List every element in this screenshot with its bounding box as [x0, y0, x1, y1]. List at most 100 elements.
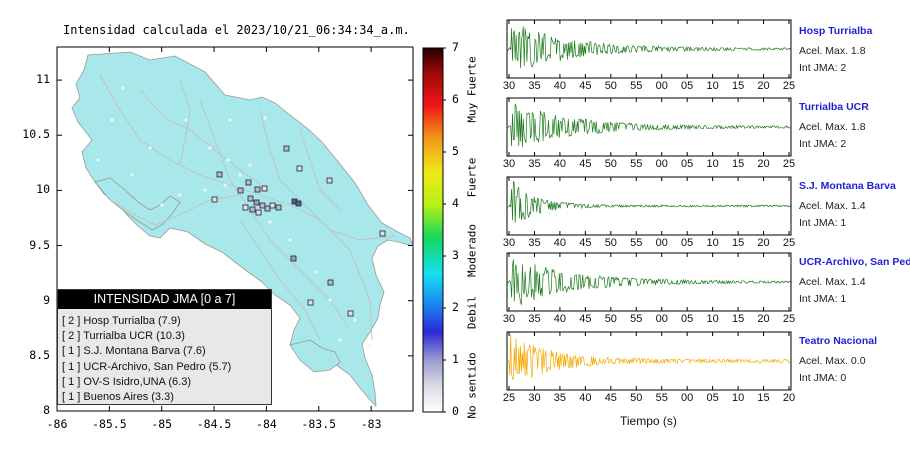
station-intensity: Int JMA: 1: [799, 293, 847, 305]
intensity-station-markers: [211, 145, 386, 317]
waveform-panels: [506, 19, 792, 391]
y-tick-label: 9: [43, 292, 50, 307]
x-tick-label: -84.5: [196, 417, 232, 431]
legend-row: [ 2 ] Hosp Turrialba (7.9): [62, 315, 181, 327]
waveform-tick-label: 00: [681, 392, 694, 404]
station-info-4: Teatro Nacional Acel. Max. 0.0 Int JMA: …: [799, 335, 910, 384]
waveform-tick-label: 35: [528, 237, 541, 249]
waveform-tick-label: 40: [553, 80, 567, 92]
station-info-2: S.J. Montana Barva Acel. Max. 1.4 Int JM…: [799, 180, 910, 229]
waveform-tick-label: 35: [528, 313, 541, 325]
legend-row: [ 1 ] UCR-Archivo, San Pedro (5.7): [62, 360, 232, 373]
colorbar-tick-label: 6: [452, 92, 459, 106]
station-acceleration: Acel. Max. 0.0: [799, 355, 866, 367]
waveform-tick-label: 20: [757, 313, 770, 325]
y-tick-label: 10: [36, 182, 50, 197]
legend-row: [ 1 ] Buenos Aires (3.3): [62, 391, 174, 404]
waveform-tick-label: 05: [681, 237, 694, 249]
x-tick-label: -86: [46, 417, 68, 431]
waveform-tick-label: 40: [553, 313, 567, 325]
station-intensity: Int JMA: 2: [799, 138, 847, 150]
waveform-tick-label: 55: [630, 158, 643, 170]
colorbar-tick-label: 3: [452, 248, 459, 262]
station-intensity: Int JMA: 1: [799, 217, 847, 229]
waveform-tick-label: 05: [681, 313, 694, 325]
map-title: Intensidad calculada el 2023/10/21_06:34…: [63, 23, 410, 37]
waveform-tick-label: 25: [782, 158, 796, 170]
legend-title: INTENSIDAD JMA [0 a 7]: [58, 290, 271, 309]
station-name: Turrialba UCR: [799, 101, 869, 113]
waveform-tick-label: 10: [706, 158, 719, 170]
colorbar: [422, 47, 444, 413]
waveform-tick-label: 55: [630, 80, 643, 92]
waveform-trace: [506, 26, 791, 69]
waveform-tick-label: 40: [553, 158, 567, 170]
waveform-tick-label: 15: [731, 237, 745, 249]
station-info-3: UCR-Archivo, San Pedro Acel. Max. 1.4 In…: [799, 256, 910, 305]
waveform-tick-label: 30: [502, 80, 516, 92]
waveform-tick-label: 30: [528, 392, 541, 404]
waveform-tick-label: 25: [782, 313, 796, 325]
waveform-tick-label: 30: [502, 237, 516, 249]
waveform-tick-label: 10: [706, 237, 719, 249]
waveform-frame: [506, 97, 792, 157]
waveform-tick-label: 15: [757, 392, 770, 404]
waveform-tick-label: 45: [579, 80, 592, 92]
station-name: UCR-Archivo, San Pedro: [799, 256, 910, 268]
waveform-tick-label: 10: [706, 313, 719, 325]
y-tick-label: 8: [43, 403, 50, 417]
waveform-tick-label: 45: [604, 392, 617, 404]
waveform-trace: [506, 103, 791, 148]
waveform-tick-label: 15: [731, 313, 745, 325]
station-name: Hosp Turrialba: [799, 25, 873, 37]
legend-row: [ 1 ] S.J. Montana Barva (7.6): [62, 345, 206, 358]
waveform-tick-label: 00: [655, 313, 668, 325]
waveform-tick-label: 25: [782, 80, 796, 92]
station-acceleration: Acel. Max. 1.8: [799, 45, 866, 57]
station-info-1: Turrialba UCR Acel. Max. 1.8 Int JMA: 2: [799, 101, 910, 150]
x-tick-label: -85: [151, 417, 173, 431]
waveform-tick-label: 30: [502, 158, 516, 170]
road-network: [99, 74, 396, 341]
waveform-tick-label: 10: [731, 392, 745, 404]
waveform-tick-label: 45: [579, 237, 592, 249]
land-osa: [289, 339, 341, 373]
waveform-tick-label: 40: [579, 392, 592, 404]
station-acceleration: Acel. Max. 1.4: [799, 200, 866, 212]
waveform-tick-label: 45: [579, 158, 592, 170]
station-intensity: Int JMA: 0: [799, 372, 847, 384]
waveform-tick-label: 35: [528, 158, 541, 170]
y-tick-label: 10.5: [22, 127, 50, 142]
map-axis-ticks: [56, 47, 446, 413]
colorbar-tick-label: 2: [452, 300, 459, 314]
waveform-tick-label: 00: [655, 158, 668, 170]
waveform-tick-label: 55: [630, 237, 643, 249]
waveform-tick-label: 05: [681, 158, 694, 170]
waveform-tick-label: 35: [553, 392, 567, 404]
station-info-0: Hosp Turrialba Acel. Max. 1.8 Int JMA: 2: [799, 25, 910, 74]
intensity-legend: INTENSIDAD JMA [0 a 7] [ 2 ] Hosp Turria…: [57, 289, 272, 405]
station-name: Teatro Nacional: [799, 335, 877, 347]
waveform-tick-label: 05: [706, 392, 719, 404]
waveform-tick-label: 50: [630, 392, 643, 404]
waveform-trace: [506, 333, 791, 381]
waveform-tick-label: 10: [706, 80, 719, 92]
colorbar-tick-label: 0: [452, 404, 459, 418]
waveform-tick-label: 00: [655, 80, 668, 92]
y-tick-label: 8.5: [29, 347, 50, 362]
waveform-frame: [506, 19, 792, 79]
waveform-tick-label: 35: [528, 80, 541, 92]
waveform-tick-label: 30: [502, 313, 516, 325]
x-tick-label: -83: [360, 417, 382, 431]
y-tick-label: 9.5: [29, 237, 50, 252]
waveform-trace: [506, 181, 791, 223]
waveform-tick-label: 50: [604, 80, 617, 92]
colorbar-zone-label: Muy Fuerte: [465, 55, 479, 123]
legend-row: [ 2 ] Turrialba UCR (10.3): [62, 330, 185, 343]
waveform-tick-label: 20: [757, 237, 770, 249]
waveform-tick-label: 15: [731, 158, 745, 170]
y-tick-label: 11: [36, 72, 50, 87]
colorbar-zone-label: Fuerte: [465, 157, 479, 198]
waveform-tick-label: 20: [782, 392, 796, 404]
